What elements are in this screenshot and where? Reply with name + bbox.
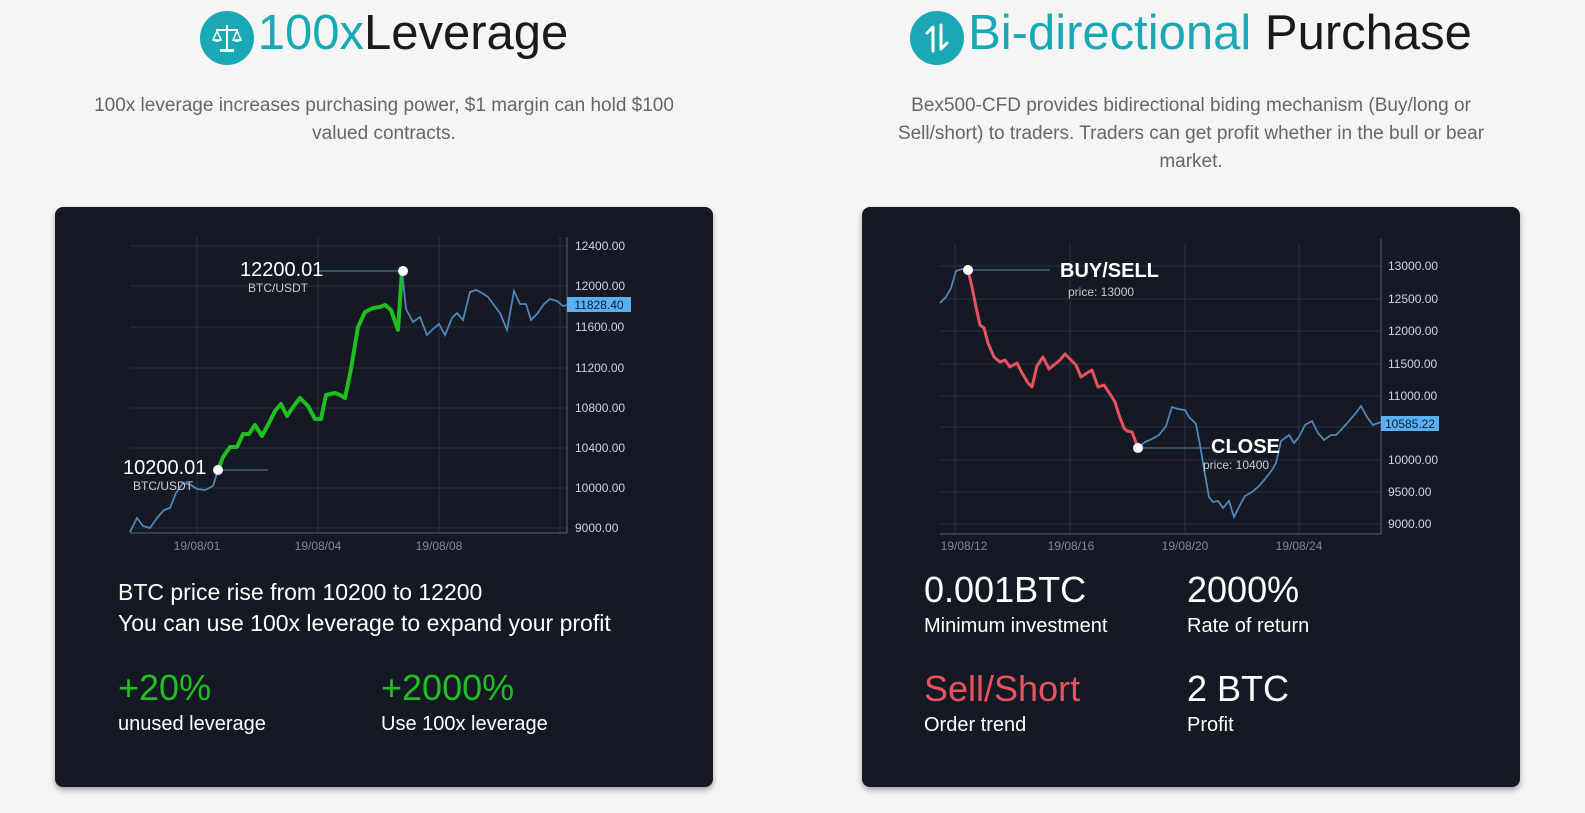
- buy-sell-label: BUY/SELL: [1060, 260, 1159, 282]
- stat-value: 2 BTC: [1187, 668, 1290, 709]
- leverage-title: 100xLeverage: [257, 5, 569, 60]
- x-tick-label: 19/08/01: [174, 539, 221, 553]
- y-tick-label: 10400.00: [575, 441, 625, 455]
- y-tick-label: 9000.00: [1388, 517, 1432, 531]
- stat-value: +2000%: [381, 667, 515, 708]
- y-tick-label: 11600.00: [575, 320, 624, 334]
- caption-line-1: BTC price rise from 10200 to 12200: [118, 579, 483, 605]
- stat-minimum-investment: 0.001BTC Minimum investment: [924, 570, 1107, 638]
- stat-label: Use 100x leverage: [381, 713, 548, 735]
- close-point-marker: [1133, 443, 1143, 453]
- current-price-tag: [567, 297, 631, 312]
- x-tick-label: 19/08/24: [1276, 539, 1323, 553]
- leverage-caption: BTC price rise from 10200 to 12200 You c…: [118, 577, 611, 639]
- stat-label: unused leverage: [118, 713, 266, 735]
- y-tick-label: 12000.00: [1388, 324, 1438, 338]
- y-tick-label: 13000.00: [1388, 259, 1438, 273]
- stat-label: Profit: [1187, 714, 1234, 736]
- close-price-label: price: 10400: [1203, 458, 1269, 472]
- bidirectional-title: Bi-directional Purchase: [968, 5, 1472, 60]
- leverage-chart: 12400.00 12000.00 11600.00 11200.00 10800.00…: [123, 237, 631, 553]
- high-price-label: 12200.01: [240, 259, 323, 281]
- current-price-value: 11828.40: [574, 298, 623, 312]
- low-pair-label: BTC/USDT: [133, 479, 194, 493]
- y-tick-label: 11500.00: [1388, 357, 1437, 371]
- leverage-section: 100xLeverage 100x leverage increases pur…: [55, 0, 713, 787]
- x-tick-label: 19/08/04: [295, 539, 342, 553]
- price-line-before: [129, 469, 219, 533]
- bidirectional-section: Bi-directional Purchase Bex500-CFD provi…: [862, 0, 1520, 787]
- y-tick-label: 12400.00: [575, 239, 625, 253]
- high-pair-label: BTC/USDT: [248, 281, 309, 295]
- buy-point-marker: [963, 265, 973, 275]
- y-tick-label: 10800.00: [575, 401, 625, 415]
- stat-label: Order trend: [924, 714, 1027, 736]
- stat-value: 2000%: [1187, 569, 1300, 610]
- y-tick-label: 12000.00: [575, 279, 625, 293]
- leverage-description: 100x leverage increases purchasing power…: [94, 95, 674, 144]
- price-line-after: [1137, 404, 1382, 520]
- y-tick-label: 9500.00: [1388, 485, 1432, 499]
- y-tick-label: 11000.00: [1388, 389, 1437, 403]
- bidirectional-description: Bex500-CFD provides bidirectional biding…: [897, 95, 1485, 172]
- x-tick-label: 19/08/12: [941, 539, 988, 553]
- scale-icon: [199, 11, 254, 65]
- up-down-arrows-icon: [910, 11, 965, 65]
- low-price-label: 10200.01: [123, 457, 206, 479]
- y-tick-label: 11200.00: [575, 361, 624, 375]
- stat-label: Rate of return: [1187, 615, 1310, 637]
- stat-rate-of-return: 2000% Rate of return: [1187, 570, 1309, 638]
- stat-unused-leverage: +20% unused leverage: [118, 668, 266, 736]
- close-label: CLOSE: [1211, 436, 1280, 458]
- stat-value: 0.001BTC: [924, 569, 1087, 610]
- bidirectional-heading: Bi-directional Purchase: [862, 0, 1520, 66]
- y-tick-label: 9000.00: [575, 521, 619, 535]
- stat-value: +20%: [118, 667, 212, 708]
- stat-use-leverage: +2000% Use 100x leverage: [381, 668, 548, 736]
- y-tick-label: 12500.00: [1388, 292, 1438, 306]
- low-point-marker: [213, 465, 223, 475]
- price-line-before: [939, 268, 969, 304]
- bidirectional-card: 13000.00 12500.00 12000.00 11500.00 11000.00…: [862, 207, 1520, 787]
- high-point-marker: [398, 266, 408, 276]
- x-tick-label: 19/08/16: [1048, 539, 1095, 553]
- price-line-fall: [966, 269, 1140, 449]
- leverage-heading: 100xLeverage: [55, 0, 713, 66]
- price-line-rise: [216, 270, 404, 471]
- stat-label: Minimum investment: [924, 615, 1108, 637]
- leverage-card: 12400.00 12000.00 11600.00 11200.00 10800.00…: [55, 207, 713, 787]
- y-tick-label: 10000.00: [575, 481, 625, 495]
- buy-price-label: price: 13000: [1068, 285, 1134, 299]
- stat-order-trend: Sell/Short Order trend: [924, 669, 1080, 737]
- x-tick-label: 19/08/20: [1162, 539, 1209, 553]
- x-tick-label: 19/08/08: [416, 539, 463, 553]
- stat-profit: 2 BTC Profit: [1187, 669, 1289, 737]
- current-price-value: 10585.22: [1385, 417, 1435, 431]
- stat-value: Sell/Short: [924, 668, 1081, 709]
- bidirectional-chart: 13000.00 12500.00 12000.00 11500.00 11000.00…: [939, 239, 1439, 553]
- price-line-after: [401, 270, 568, 338]
- current-price-tag: [1381, 416, 1439, 431]
- caption-line-2: You can use 100x leverage to expand your…: [118, 610, 611, 636]
- y-tick-label: 10000.00: [1388, 453, 1438, 467]
